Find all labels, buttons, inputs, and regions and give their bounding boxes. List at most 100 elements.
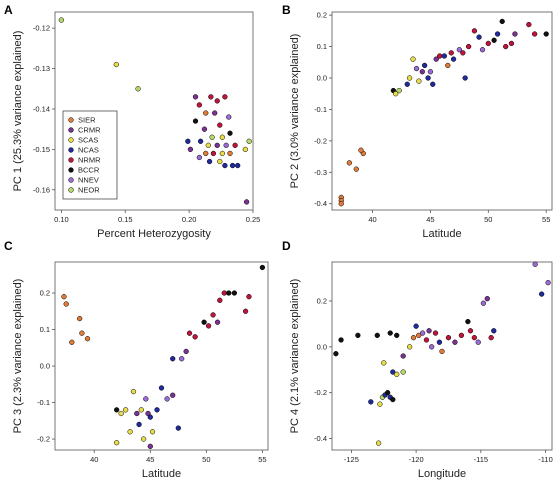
panel-a: A PC 1 (25.3% variance explained) Percen… [4, 3, 260, 240]
data-point-sier [203, 150, 209, 157]
data-point-nnev [456, 47, 463, 53]
y-tick-label: 0.2 [317, 296, 327, 305]
data-point-ncas [197, 138, 204, 144]
y-tick-label: -0.1 [37, 398, 50, 407]
data-point-nnev [480, 300, 487, 306]
data-point-nrmr [445, 335, 452, 341]
data-point-nnev [143, 396, 149, 402]
y-tick-label: 0.0 [40, 362, 50, 371]
data-point-crmr [170, 392, 176, 398]
legend-entry: SCAS [78, 136, 98, 145]
data-point-nnev [532, 261, 538, 267]
data-point-scas [406, 75, 413, 81]
data-point-nrmr [222, 94, 228, 100]
data-point-nrmr [437, 53, 443, 59]
y-tick-label: -0.15 [33, 145, 50, 154]
x-axis-label: Latitude [422, 228, 461, 240]
x-tick-label: 0.25 [246, 215, 261, 224]
data-point-nrmr [232, 142, 238, 148]
x-tick-label: 0.20 [182, 215, 197, 224]
data-point-nrmr [526, 21, 532, 28]
plot-frame [331, 11, 553, 211]
data-point-scas [377, 401, 383, 407]
legend-entry: NCAS [78, 146, 99, 155]
data-point-nnev [419, 330, 426, 336]
data-point-bccr [384, 390, 391, 396]
panel-c: C PC 3 (2.3% variance explained) Latitud… [4, 239, 269, 480]
data-point-scas [406, 344, 413, 350]
y-tick-label: -0.16 [33, 185, 50, 194]
data-point-nnev [475, 339, 481, 345]
data-point-nnev [226, 114, 232, 120]
data-point-ncas [158, 385, 165, 391]
y-tick-label: -0.14 [33, 104, 50, 113]
legend-entry: NEOR [78, 186, 100, 195]
data-point-ncas [235, 162, 241, 169]
x-tick-label: 55 [258, 455, 266, 464]
data-point-crmr [192, 94, 199, 100]
data-point-ncas [368, 399, 374, 405]
y-tick-label: 0.1 [40, 325, 50, 334]
data-point-scas [130, 388, 137, 395]
data-point-ncas [147, 414, 153, 420]
data-point-scas [138, 407, 144, 413]
data-point-nrmr [465, 43, 472, 50]
data-point-nrmr [458, 332, 465, 339]
data-point-scas [381, 360, 387, 366]
data-point-ncas [154, 407, 160, 413]
data-point-scas [410, 56, 416, 62]
data-point-sier [353, 166, 359, 172]
data-point-nrmr [488, 335, 494, 341]
x-tick-label: 50 [202, 455, 210, 464]
data-point-sier [338, 201, 344, 207]
plot-frame [331, 261, 553, 451]
data-point-crmr [134, 410, 140, 417]
data-point-neor [58, 17, 65, 23]
data-point-ncas [462, 75, 468, 81]
data-point-nrmr [186, 330, 193, 336]
data-point-sier [358, 147, 364, 153]
legend-entry: SIER [78, 116, 96, 125]
data-point-crmr [183, 348, 189, 355]
legend-marker [68, 147, 74, 153]
data-point-scas [113, 61, 119, 68]
data-point-bccr [333, 351, 339, 357]
legend-box [62, 110, 118, 200]
y-axis-label-group: PC 2 (3.0% variance explained) [289, 34, 301, 189]
x-tick-label: 40 [368, 215, 376, 224]
y-axis-label-group: PC 1 (25.3% variance explained) [12, 31, 24, 192]
data-point-bccr [465, 318, 471, 325]
x-tick-label: -120 [409, 455, 424, 464]
data-point-sier [227, 150, 233, 157]
x-tick-label: 0.10 [54, 215, 69, 224]
data-point-crmr [400, 353, 406, 359]
legend-entry: NNEV [78, 176, 99, 185]
data-point-nrmr [205, 323, 212, 329]
data-point-ncas [185, 138, 191, 144]
panel-label: D [282, 239, 291, 253]
y-tick-label: -0.13 [33, 64, 50, 73]
y-tick-label: -0.2 [314, 136, 327, 145]
data-point-ncas [404, 81, 410, 87]
x-tick-label: 0.15 [118, 215, 133, 224]
data-point-sier [84, 336, 91, 342]
legend-marker [68, 127, 74, 133]
data-point-sier [61, 294, 67, 300]
data-point-ncas [413, 323, 419, 329]
data-point-nrmr [246, 294, 252, 300]
data-point-nrmr [221, 290, 227, 296]
data-point-sier [69, 339, 75, 345]
data-point-sier [77, 315, 83, 322]
data-point-scas [149, 429, 156, 435]
data-point-scas [217, 158, 223, 165]
data-point-nrmr [448, 50, 454, 56]
data-point-scas [394, 371, 400, 377]
legend-marker [68, 187, 74, 193]
x-tick-label: 50 [484, 215, 492, 224]
panel-d: D PC 4 (2.1% variance explained) Longitu… [282, 239, 553, 480]
x-axis-label: Latitude [142, 468, 181, 480]
y-tick-label: -0.4 [314, 434, 327, 443]
panel-b: B PC 2 (3.0% variance explained) Latitud… [282, 3, 553, 240]
data-point-nrmr [467, 328, 474, 334]
x-tick-label: 45 [146, 455, 154, 464]
